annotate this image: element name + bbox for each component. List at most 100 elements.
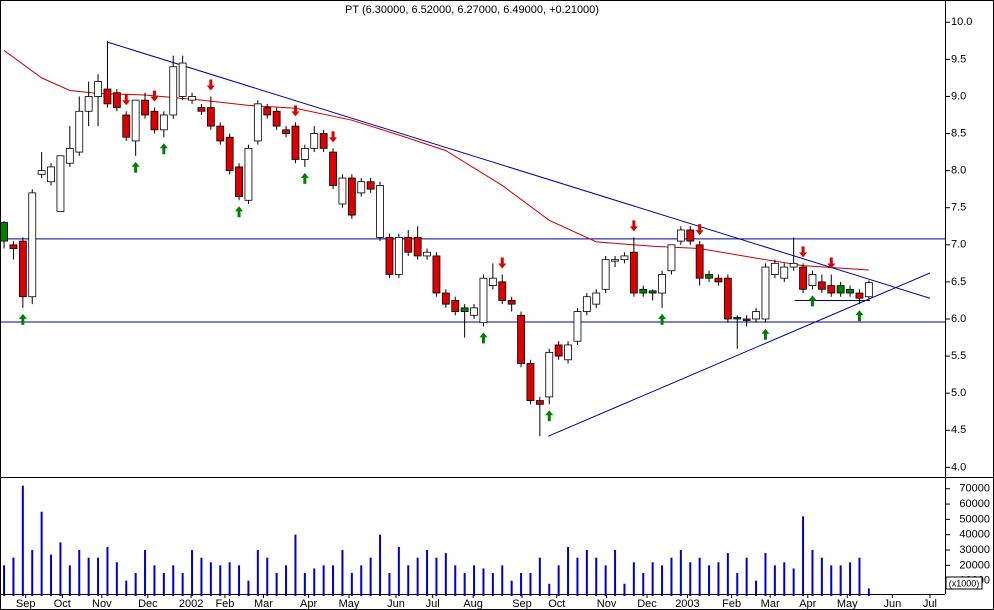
x-tick-label: Mar (254, 598, 273, 610)
sell-arrow (329, 131, 338, 143)
candle-body (103, 88, 112, 105)
candle-body (808, 274, 817, 287)
volume-bar (162, 573, 165, 596)
candle-body (131, 99, 140, 142)
candle-body (620, 255, 629, 261)
candle-body (451, 300, 460, 312)
buy-arrow (808, 295, 817, 307)
candle-body (564, 344, 572, 361)
volume-tick-label: 60000 (959, 498, 990, 510)
volume-bar (726, 553, 729, 596)
volume-bar (839, 565, 842, 596)
candle-body (855, 292, 864, 299)
candle-body (56, 155, 65, 212)
candle-body (216, 125, 225, 142)
candle-body (263, 107, 272, 116)
candle-body (206, 107, 215, 127)
y-tick-label: 5.0 (951, 387, 966, 399)
chart-title: PT (6.30000, 6.52000, 6.27000, 6.49000, … (345, 4, 599, 16)
volume-bar (783, 562, 786, 596)
volume-bar (59, 542, 62, 596)
volume-bar (388, 573, 391, 596)
volume-bar (200, 557, 203, 596)
volume-bar (247, 580, 250, 596)
candle-body (545, 351, 554, 398)
volume-bar (416, 557, 419, 596)
candle-body (310, 133, 319, 149)
volume-bar (332, 565, 335, 596)
candle-body (404, 236, 413, 253)
volume-bar (585, 550, 588, 596)
candle-body (112, 92, 121, 108)
volume-bar (285, 565, 288, 596)
candle-body (150, 110, 159, 131)
volume-bar (68, 565, 71, 596)
volume-bar (491, 573, 494, 596)
candle-body (178, 62, 187, 97)
x-tick-label: May (837, 598, 858, 610)
candle-body (28, 192, 37, 298)
volume-bar (830, 565, 833, 596)
candle-body (329, 151, 337, 186)
candle-body (18, 240, 27, 298)
candle-body (611, 259, 619, 262)
volume-bar (12, 557, 15, 596)
volume-bar (623, 583, 626, 596)
buy-arrow (159, 143, 168, 155)
y-tick-label: 9.5 (951, 53, 966, 65)
candle-body (94, 81, 102, 97)
volume-bar (106, 546, 109, 596)
sell-arrow (827, 257, 836, 269)
volume-tick-label: 50000 (959, 513, 990, 525)
volume-bar (548, 583, 551, 596)
sell-arrow (799, 246, 808, 258)
y-tick-label: 9.0 (951, 90, 966, 102)
volume-bar (191, 550, 194, 596)
candle-body (65, 147, 74, 164)
volume-bar (3, 565, 6, 596)
buy-arrow (235, 206, 244, 218)
y-tick-label: 5.5 (951, 350, 966, 362)
volume-bar (275, 573, 278, 596)
candle-body (0, 222, 8, 242)
y-tick-label: 8.0 (951, 165, 966, 177)
volume-bar (670, 557, 673, 596)
x-tick-label: Dec (637, 598, 657, 610)
candle-body (507, 300, 516, 305)
candle-body (225, 136, 234, 172)
candle-body (385, 236, 394, 275)
x-tick-label: 2002 (179, 598, 203, 610)
volume-bar (689, 562, 692, 596)
x-tick-label: Nov (92, 598, 112, 610)
volume-bar (144, 550, 147, 596)
candle-body (169, 66, 178, 116)
sell-arrow (206, 79, 215, 91)
candle-body (752, 311, 760, 320)
candle-body (357, 181, 366, 194)
candle-body (761, 266, 770, 320)
volume-bar (651, 562, 654, 596)
volume-bar (642, 573, 645, 596)
volume-bar (557, 565, 560, 596)
volume-bar (604, 565, 607, 596)
buy-arrow (18, 313, 27, 325)
candle-body (554, 344, 563, 357)
candle-body (573, 311, 582, 342)
volume-bar (78, 550, 81, 596)
sell-arrow (122, 94, 131, 106)
candle-body (517, 314, 525, 364)
volume-bar (736, 573, 739, 596)
candle-body (347, 177, 356, 216)
volume-bar (755, 580, 758, 596)
volume-bar (40, 511, 43, 596)
candle-body (272, 110, 281, 127)
volume-bar (708, 565, 711, 596)
sell-arrow (498, 257, 507, 269)
volume-bar (849, 562, 852, 596)
volume-bar (764, 553, 767, 596)
candle-body (770, 262, 779, 275)
volume-bar (31, 550, 34, 596)
candle-body (723, 277, 732, 320)
volume-bar (482, 568, 485, 596)
